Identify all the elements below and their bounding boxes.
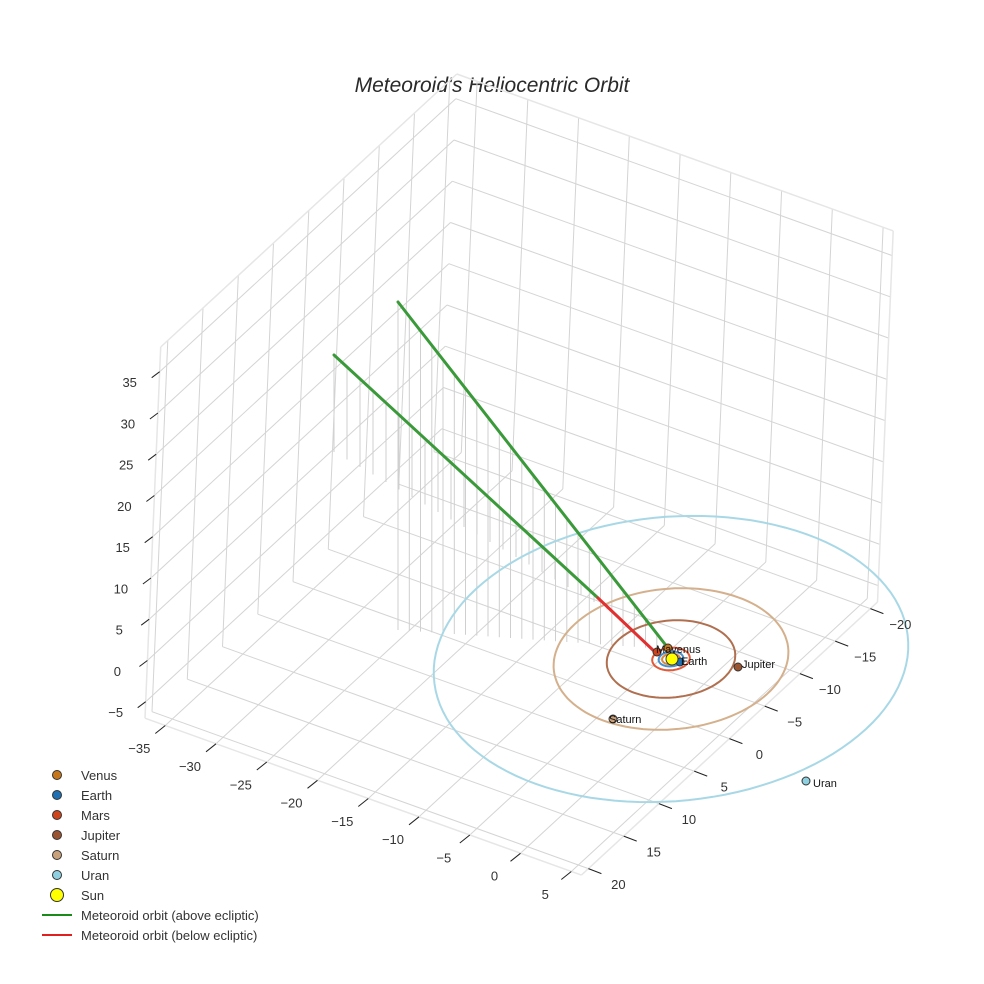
meteoroid-orbit-above-lower (332, 353, 600, 600)
x-tick-label: 5 (542, 887, 549, 902)
y-tick-label: 10 (682, 812, 696, 827)
grid-lines (144, 73, 894, 876)
green-line-icon (36, 914, 78, 916)
venus-marker[interactable] (663, 643, 673, 653)
y-tick-label: −5 (787, 715, 802, 730)
legend-label: Jupiter (81, 827, 121, 843)
x-tick-label: −30 (179, 759, 201, 774)
legend-label: Meteoroid orbit (above ecliptic) (81, 907, 259, 923)
y-tick-label: 5 (721, 780, 728, 795)
mars-marker-icon (36, 810, 78, 820)
earth-marker-icon (36, 790, 78, 800)
legend-label: Sun (81, 887, 105, 903)
z-tick-label: 20 (117, 499, 131, 514)
legend-item-orbit-below[interactable]: Meteoroid orbit (below ecliptic) (36, 925, 259, 945)
saturn-marker[interactable] (608, 714, 618, 724)
x-tick-label: 0 (491, 869, 498, 884)
saturn-orbit (552, 587, 790, 731)
meteoroid-orbit (332, 300, 670, 654)
legend-item-saturn[interactable]: Saturn (36, 845, 259, 865)
axis-tick-labels: 35 30 25 20 15 10 5 0 −5 −35 −30 −25 −20 −15 −10 −5 0 5 20… (108, 375, 911, 902)
y-tick-label: −10 (819, 682, 841, 697)
venus-marker-icon (36, 770, 78, 780)
x-tick-label: −20 (280, 796, 302, 811)
saturn-label: Saturn (609, 714, 641, 726)
red-line-icon (36, 934, 78, 936)
planet-orbits (432, 514, 910, 804)
legend-label: Mars (81, 807, 110, 823)
saturn-marker-icon (36, 850, 78, 860)
uran-label: Uran (813, 778, 837, 790)
x-tick-label: −15 (331, 814, 353, 829)
legend-label: Earth (81, 787, 113, 803)
earth-label: Earth (681, 656, 707, 668)
meteoroid-orbit-above-upper (396, 300, 670, 650)
z-tick-label: 5 (116, 623, 123, 638)
x-tick-label: −10 (382, 832, 404, 847)
legend-label: Uran (81, 867, 110, 883)
earth-orbit (657, 650, 685, 668)
legend-item-uran[interactable]: Uran (36, 865, 259, 885)
y-tick-label: 0 (756, 747, 763, 762)
z-tick-label: 25 (119, 458, 133, 473)
z-tick-label: 35 (122, 375, 136, 390)
legend-label: Venus (81, 767, 118, 783)
legend: Venus Earth Mars Jupiter Saturn Uran Sun… (36, 765, 259, 945)
uran-marker[interactable] (801, 776, 811, 786)
jupiter-marker-icon (36, 830, 78, 840)
y-tick-label: 15 (646, 845, 660, 860)
z-tick-label: 10 (114, 581, 128, 596)
legend-item-earth[interactable]: Earth (36, 785, 259, 805)
uran-marker-icon (36, 870, 78, 880)
sun-marker[interactable] (665, 652, 679, 666)
mars-marker[interactable] (652, 647, 662, 657)
legend-item-mars[interactable]: Mars (36, 805, 259, 825)
legend-item-venus[interactable]: Venus (36, 765, 259, 785)
legend-item-sun[interactable]: Sun (36, 885, 259, 905)
y-tick-label: 20 (611, 877, 625, 892)
y-tick-label: −15 (854, 650, 876, 665)
y-tick-label: −20 (889, 617, 911, 632)
jupiter-marker[interactable] (733, 662, 743, 672)
sun-marker-icon (36, 888, 78, 902)
x-tick-label: −35 (128, 741, 150, 756)
x-tick-label: −5 (436, 850, 451, 865)
jupiter-orbit (605, 619, 737, 699)
legend-item-jupiter[interactable]: Jupiter (36, 825, 259, 845)
z-tick-label: 15 (115, 540, 129, 555)
uran-orbit (432, 514, 910, 804)
jupiter-label: Jupiter (742, 659, 775, 671)
z-tick-label: 30 (121, 416, 135, 431)
axis-ticks (137, 371, 884, 880)
mars-venus-label: Mavenus (656, 644, 701, 656)
legend-label: Saturn (81, 847, 120, 863)
x-tick-label: −25 (230, 777, 252, 792)
chart-title: Meteoroid's Heliocentric Orbit (354, 74, 630, 97)
legend-item-orbit-above[interactable]: Meteoroid orbit (above ecliptic) (36, 905, 259, 925)
legend-label: Meteoroid orbit (below ecliptic) (81, 927, 258, 943)
z-tick-label: −5 (108, 705, 123, 720)
z-tick-label: 0 (114, 664, 121, 679)
meteoroid-orbit-below (596, 596, 657, 654)
